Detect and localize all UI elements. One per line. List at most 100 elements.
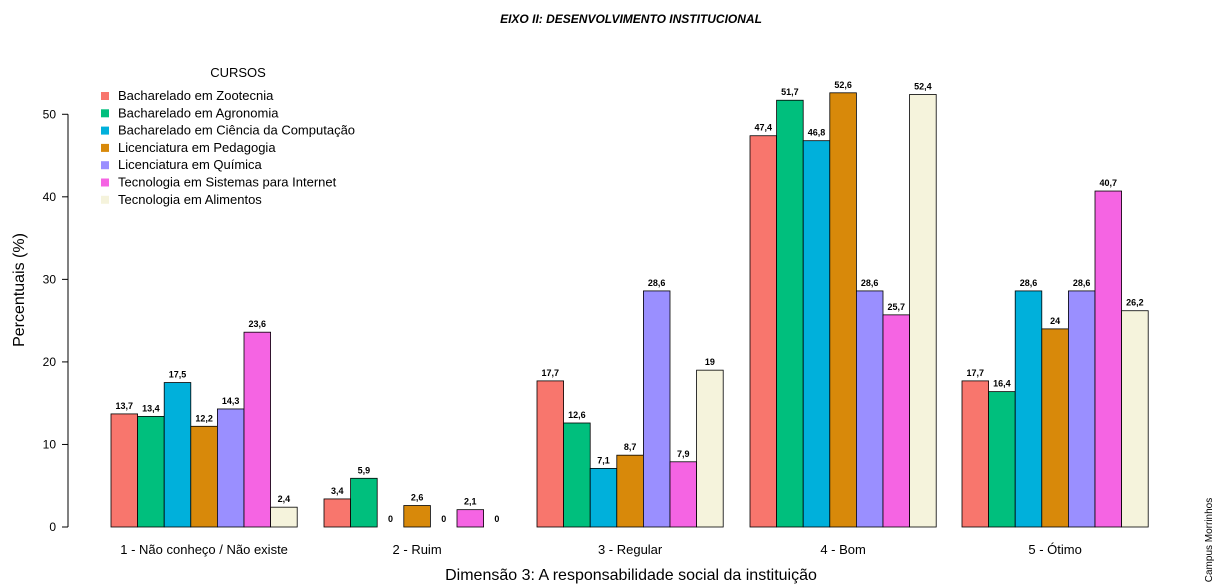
legend: CURSOS Bacharelado em Zootecnia Bacharela… bbox=[101, 65, 355, 207]
bar bbox=[856, 290, 884, 528]
data-label: 2,4 bbox=[278, 494, 291, 504]
data-label: 8,7 bbox=[624, 442, 637, 452]
bar bbox=[270, 506, 298, 528]
data-label: 5,9 bbox=[358, 465, 371, 475]
data-label: 0 bbox=[441, 514, 446, 524]
legend-item: Licenciatura em Pedagogia bbox=[118, 140, 276, 155]
data-label: 17,7 bbox=[542, 368, 560, 378]
data-label: 14,3 bbox=[222, 396, 240, 406]
data-label: 17,7 bbox=[967, 368, 985, 378]
x-axis-label: Dimensão 3: A responsabilidade social da… bbox=[445, 567, 817, 584]
data-label: 23,6 bbox=[249, 319, 267, 329]
x-category-label: 4 - Bom bbox=[820, 542, 866, 557]
legend-swatch bbox=[101, 178, 109, 187]
data-label: 28,6 bbox=[1020, 278, 1038, 288]
legend-item: Tecnologia em Alimentos bbox=[118, 192, 262, 207]
bar bbox=[589, 467, 618, 528]
bar bbox=[776, 99, 804, 528]
data-label: 47,4 bbox=[755, 123, 773, 133]
legend-item: Licenciatura em Química bbox=[118, 157, 263, 172]
legend-item: Bacharelado em Ciência da Computação bbox=[118, 123, 355, 138]
data-label: 7,9 bbox=[677, 449, 690, 459]
data-label: 0 bbox=[388, 514, 393, 524]
bar bbox=[1014, 290, 1043, 528]
bar bbox=[616, 454, 644, 528]
legend-swatch bbox=[101, 195, 109, 204]
data-label: 0 bbox=[494, 514, 499, 524]
bar bbox=[350, 477, 378, 528]
y-tick-label: 30 bbox=[43, 272, 57, 286]
bar bbox=[961, 380, 990, 528]
legend-swatch bbox=[101, 92, 109, 100]
data-label: 7,1 bbox=[597, 455, 610, 465]
data-label: 24 bbox=[1050, 316, 1060, 326]
bar bbox=[403, 505, 431, 528]
x-category-label: 3 - Regular bbox=[598, 542, 663, 557]
bar bbox=[163, 382, 192, 528]
x-category-labels: 1 - Não conheço / Não existe 2 - Ruim 3 - … bbox=[120, 542, 1082, 557]
legend-swatch bbox=[101, 109, 109, 118]
data-label: 25,7 bbox=[888, 302, 906, 312]
data-label: 52,6 bbox=[834, 80, 852, 90]
data-label: 19 bbox=[705, 357, 715, 367]
data-label: 51,7 bbox=[781, 87, 799, 97]
bars-group bbox=[110, 92, 1149, 528]
data-labels-group: 13,7 3,4 17,7 47,4 17,7 13,4 5,9 12,6 51,7 16,4 17… bbox=[116, 80, 1144, 524]
bar bbox=[882, 314, 911, 528]
data-label: 13,4 bbox=[142, 403, 160, 413]
bar bbox=[988, 391, 1016, 528]
y-tick-label: 10 bbox=[43, 437, 57, 451]
x-category-label: 5 - Ótimo bbox=[1028, 542, 1081, 557]
bar bbox=[216, 408, 245, 528]
legend-item: Tecnologia em Sistemas para Internet bbox=[118, 175, 337, 190]
data-label: 2,6 bbox=[411, 493, 424, 503]
data-label: 52,4 bbox=[914, 81, 932, 91]
data-label: 12,6 bbox=[568, 410, 586, 420]
legend-swatch bbox=[101, 161, 109, 170]
data-label: 40,7 bbox=[1100, 178, 1118, 188]
data-label: 12,2 bbox=[195, 413, 213, 423]
x-category-label: 2 - Ruim bbox=[393, 542, 442, 557]
bar bbox=[1068, 290, 1096, 528]
y-tick-label: 50 bbox=[43, 107, 57, 121]
y-axis-label: Percentuais (%) bbox=[11, 233, 28, 347]
bar bbox=[1041, 328, 1069, 528]
data-label: 3,4 bbox=[331, 486, 344, 496]
bar bbox=[456, 509, 485, 528]
legend-title: CURSOS bbox=[210, 65, 266, 80]
bar bbox=[749, 135, 778, 528]
legend-item: Bacharelado em Agronomia bbox=[118, 105, 279, 120]
legend-swatch bbox=[101, 143, 109, 152]
bar bbox=[1121, 310, 1149, 528]
data-label: 26,2 bbox=[1126, 298, 1144, 308]
data-label: 28,6 bbox=[1073, 278, 1091, 288]
bar bbox=[243, 331, 272, 528]
bar bbox=[829, 92, 857, 528]
legend-swatch bbox=[101, 126, 109, 135]
bar bbox=[802, 140, 831, 528]
bar bbox=[643, 290, 671, 528]
chart-title: EIXO II: DESENVOLVIMENTO INSTITUCIONAL bbox=[500, 12, 762, 26]
bar bbox=[1094, 190, 1123, 528]
bar bbox=[696, 369, 724, 528]
y-tick-label: 40 bbox=[43, 190, 57, 204]
bar bbox=[909, 94, 937, 528]
y-axis: 0 10 20 30 40 50 bbox=[43, 107, 69, 534]
bar bbox=[323, 498, 352, 528]
bar bbox=[137, 415, 165, 528]
bar bbox=[563, 422, 591, 528]
data-label: 28,6 bbox=[648, 278, 666, 288]
legend-item: Bacharelado em Zootecnia bbox=[118, 88, 274, 103]
data-label: 13,7 bbox=[116, 401, 134, 411]
bar bbox=[536, 380, 565, 528]
y-tick-label: 20 bbox=[43, 355, 57, 369]
y-tick-label: 0 bbox=[49, 520, 56, 534]
data-label: 16,4 bbox=[993, 379, 1011, 389]
data-label: 2,1 bbox=[464, 497, 477, 507]
bar bbox=[669, 461, 698, 528]
data-label: 46,8 bbox=[808, 128, 826, 138]
data-label: 17,5 bbox=[169, 370, 187, 380]
data-label: 28,6 bbox=[861, 278, 879, 288]
x-category-label: 1 - Não conheço / Não existe bbox=[120, 542, 288, 557]
